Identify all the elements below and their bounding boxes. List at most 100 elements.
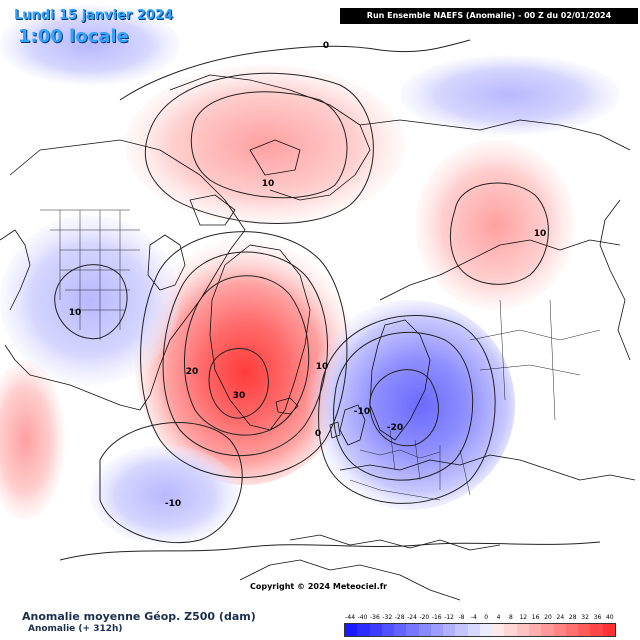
legend-label: -36 [370,614,380,621]
legend-swatch [345,624,358,636]
legend-swatch [357,624,370,636]
europe-borders [349,429,471,501]
negative-anomaly-america [0,215,180,385]
map-subtitle: Anomalie (+ 312h) [28,624,123,634]
legend-label: 24 [556,614,565,621]
us-state-lines [40,209,140,340]
legend-label: -32 [382,614,393,621]
contour-greenland-20 [184,275,310,436]
positive-anomaly-greenland [135,235,355,485]
legend-label: -4 [470,614,477,621]
legend-swatch [467,624,480,636]
color-legend: -44 -40 -36 -32 -28 -24 -20 -16 -12 -8 -4 0 4 8 12 16 20… [344,614,616,637]
legend-swatch [492,624,505,636]
legend-label: 0 [484,614,489,621]
legend-swatch [528,624,542,636]
greenland-coast [209,244,311,431]
contour-europe-outer [318,315,496,504]
legend-label: 8 [508,614,513,621]
contour-label: 10 [316,362,329,372]
legend-label: 4 [496,614,501,621]
legend-label: -12 [444,614,454,621]
legend-swatch [541,624,554,636]
asia-borders [469,299,601,421]
legend-swatch [443,624,456,636]
contour-label: 10 [534,229,547,239]
legend-swatch [590,624,603,636]
asia-east-coast [599,199,631,361]
hudson-bay [147,234,186,291]
positive-anomaly-atlantic [0,360,65,520]
contour-label: -10 [354,407,370,417]
legend-label: -8 [458,614,465,621]
negative-anomaly-pacific [0,5,180,85]
legend-swatch [504,624,517,636]
legend-label: -16 [431,614,442,621]
legend-label: 16 [531,614,540,621]
run-info: Run Ensemble NAEFS (Anomalie) - 00 Z du … [340,8,638,24]
legend-label: 20 [544,614,552,621]
legend-label: 32 [581,614,589,621]
contours [54,39,601,561]
legend-swatch [479,624,493,636]
contour-zero-south [59,541,601,561]
contour-beaufort-10 [190,91,348,199]
legend-swatch [578,624,591,636]
borders [40,209,601,501]
legend-swatch [369,624,382,636]
contour-label: -10 [165,499,181,509]
mediterranean [289,534,501,551]
legend-label: 12 [519,614,528,621]
negative-anomaly-north-asia [400,55,620,135]
legend-swatch [394,624,407,636]
negative-anomaly-midatlantic [90,445,240,545]
pacific-coast [0,229,31,311]
contour-label: 10 [262,179,275,189]
legend-label: -40 [357,614,368,621]
contour-greenland-outer [140,231,348,478]
legend-label: 36 [593,614,602,621]
valid-time: 1:00 locale [18,26,129,47]
contour-europe-minus10 [333,331,474,481]
legend-bar [344,623,616,637]
siberia-coast [359,119,631,151]
legend-label: -28 [394,614,405,621]
legend-labels: -44 -40 -36 -32 -28 -24 -20 -16 -12 -8 -4 0 4 8 12 16 20… [344,614,616,622]
legend-swatch [406,624,419,636]
contour-labels: 0 10 10 10 10 20 30 -10 -20 -10 0 [69,41,547,509]
legend-swatch [381,624,395,636]
legend-label: -24 [407,614,417,621]
british-isles [329,404,366,446]
legend-swatch [516,624,529,636]
arctic-islands [189,139,301,226]
legend-swatch [430,624,444,636]
legend-label: 40 [605,614,614,621]
anomaly-fields [0,5,620,545]
contour-zero-north [119,39,471,101]
legend-swatch [553,624,566,636]
north-america-coast [4,139,246,411]
contour-label: 10 [69,308,82,318]
contour-midatlantic [99,422,243,544]
contour-label: 20 [186,367,199,377]
contour-greenland-30 [208,348,269,419]
contour-label: 0 [315,429,321,439]
eurasia-north-coast [379,239,621,301]
legend-swatch [602,624,615,636]
contour-label: 30 [233,391,246,401]
contour-siberia-10 [450,182,549,285]
contour-beaufort-outer [144,72,374,224]
legend-label: 28 [568,614,577,621]
contour-europe-minus20 [369,369,439,447]
contour-greenland-10 [162,251,328,457]
legend-swatch [565,624,579,636]
map-title: Anomalie moyenne Géop. Z500 (dam) [22,610,256,623]
legend-label: -20 [419,614,430,621]
africa-coast [239,559,461,601]
legend-swatch [418,624,431,636]
negative-anomaly-europe [305,300,515,510]
contour-label: 0 [323,41,329,51]
legend-label: -44 [345,614,356,621]
valid-date: Lundi 15 janvier 2024 [14,8,174,23]
